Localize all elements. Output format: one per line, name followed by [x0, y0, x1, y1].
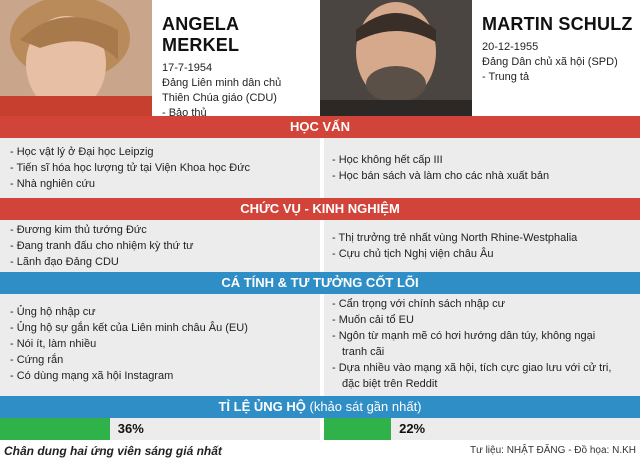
support-value-merkel: 36%: [117, 421, 144, 436]
personality-merkel: - Ủng hộ nhập cư - Ủng hộ sự gắn kết của…: [0, 294, 320, 396]
schulz-dob: 20-12-1955: [482, 41, 539, 53]
list-item: đặc biệt trên Reddit: [342, 378, 438, 390]
profiles-header: ANGELA MERKEL 17-7-1954 Đảng Liên minh d…: [0, 0, 640, 119]
career-schulz: - Thị trưởng trẻ nhất vùng North Rhine-W…: [320, 220, 640, 272]
caption: Chân dung hai ứng viên sáng giá nhất: [4, 443, 222, 458]
list-item: - Tiến sĩ hóa học lượng tử tại Viện Khoa…: [10, 162, 251, 174]
section-row-career: - Đương kim thủ tướng Đức - Đang tranh đ…: [0, 220, 640, 272]
section-header-career: CHỨC VỤ - KINH NGHIỆM: [0, 198, 640, 220]
list-item: - Học vật lý ở Đại học Leipzig: [10, 146, 154, 158]
list-item: - Đang tranh đấu cho nhiệm kỳ thứ tư: [10, 240, 194, 252]
list-item: - Ngôn từ mạnh mẽ có hơi hướng dân túy, …: [332, 330, 596, 342]
list-item: - Muốn cải tổ EU: [332, 314, 414, 326]
list-item: - Cẩn trọng với chính sách nhập cư: [332, 298, 505, 310]
schulz-photo: [320, 0, 472, 116]
list-item: - Học bán sách và làm cho các nhà xuất b…: [332, 170, 550, 182]
footer: Chân dung hai ứng viên sáng giá nhất Tư …: [0, 441, 640, 460]
support-merkel: 36%: [0, 418, 320, 440]
list-item: - Thị trưởng trẻ nhất vùng North Rhine-W…: [332, 232, 578, 244]
career-merkel: - Đương kim thủ tướng Đức - Đang tranh đ…: [0, 220, 320, 272]
section-header-education: HỌC VẤN: [0, 116, 640, 138]
list-item: - Cứng rắn: [10, 354, 64, 366]
merkel-name: ANGELA MERKEL: [162, 14, 240, 55]
section-row-personality: - Ủng hộ nhập cư - Ủng hộ sự gắn kết của…: [0, 294, 640, 396]
schulz-name: MARTIN SCHULZ: [482, 14, 633, 34]
list-item: - Dựa nhiều vào mạng xã hội, tích cực gi…: [332, 362, 612, 374]
merkel-photo: [0, 0, 152, 116]
schulz-info: MARTIN SCHULZ 20-12-1955 Đảng Dân chủ xã…: [472, 0, 640, 116]
merkel-party-line1: Đảng Liên minh dân chủ: [162, 77, 282, 89]
support-title-note: (khảo sát gần nhất): [305, 399, 422, 414]
schulz-ideology: - Trung tả: [482, 71, 530, 83]
support-bar-merkel: [0, 418, 110, 440]
list-item: - Ủng hộ sự gắn kết của Liên minh châu Â…: [10, 322, 248, 334]
support-value-schulz: 22%: [399, 421, 426, 436]
schulz-party-line1: Đảng Dân chủ xã hội (SPD): [482, 56, 618, 68]
schulz-portrait-icon: [320, 0, 472, 116]
list-item: - Lãnh đạo Đảng CDU: [10, 256, 119, 268]
list-item: - Nói ít, làm nhiều: [10, 338, 97, 350]
support-title: TỈ LỆ ỦNG HỘ: [218, 399, 306, 414]
credit: Tư liệu: NHẬT ĐĂNG - Đồ họa: N.KH: [470, 445, 636, 456]
support-bars: 36% 22%: [0, 418, 640, 440]
merkel-portrait-icon: [0, 0, 152, 116]
section-row-education: - Học vật lý ở Đại học Leipzig - Tiến sĩ…: [0, 138, 640, 198]
list-item: - Nhà nghiên cứu: [10, 178, 96, 190]
list-item: - Học không hết cấp III: [332, 154, 443, 166]
merkel-party-line2: Thiên Chúa giáo (CDU): [162, 92, 277, 104]
profile-merkel: ANGELA MERKEL 17-7-1954 Đảng Liên minh d…: [0, 0, 320, 119]
merkel-dob: 17-7-1954: [162, 62, 213, 74]
personality-schulz: - Cẩn trọng với chính sách nhập cư - Muố…: [320, 294, 640, 396]
section-header-support: TỈ LỆ ỦNG HỘ (khảo sát gần nhất): [0, 396, 640, 418]
section-header-personality: CÁ TÍNH & TƯ TƯỞNG CỐT LÕI: [0, 272, 640, 294]
profile-schulz: MARTIN SCHULZ 20-12-1955 Đảng Dân chủ xã…: [320, 0, 640, 116]
support-bar-schulz: [324, 418, 392, 440]
list-item: - Đương kim thủ tướng Đức: [10, 224, 147, 236]
list-item: tranh cãi: [342, 346, 385, 358]
education-merkel: - Học vật lý ở Đại học Leipzig - Tiến sĩ…: [0, 138, 320, 198]
support-schulz: 22%: [320, 418, 640, 440]
list-item: - Ủng hộ nhập cư: [10, 306, 96, 318]
merkel-info: ANGELA MERKEL 17-7-1954 Đảng Liên minh d…: [152, 0, 320, 119]
list-item: - Cựu chủ tịch Nghị viện châu Âu: [332, 248, 494, 260]
list-item: - Có dùng mạng xã hội Instagram: [10, 370, 174, 382]
education-schulz: - Học không hết cấp III - Học bán sách v…: [320, 138, 640, 198]
